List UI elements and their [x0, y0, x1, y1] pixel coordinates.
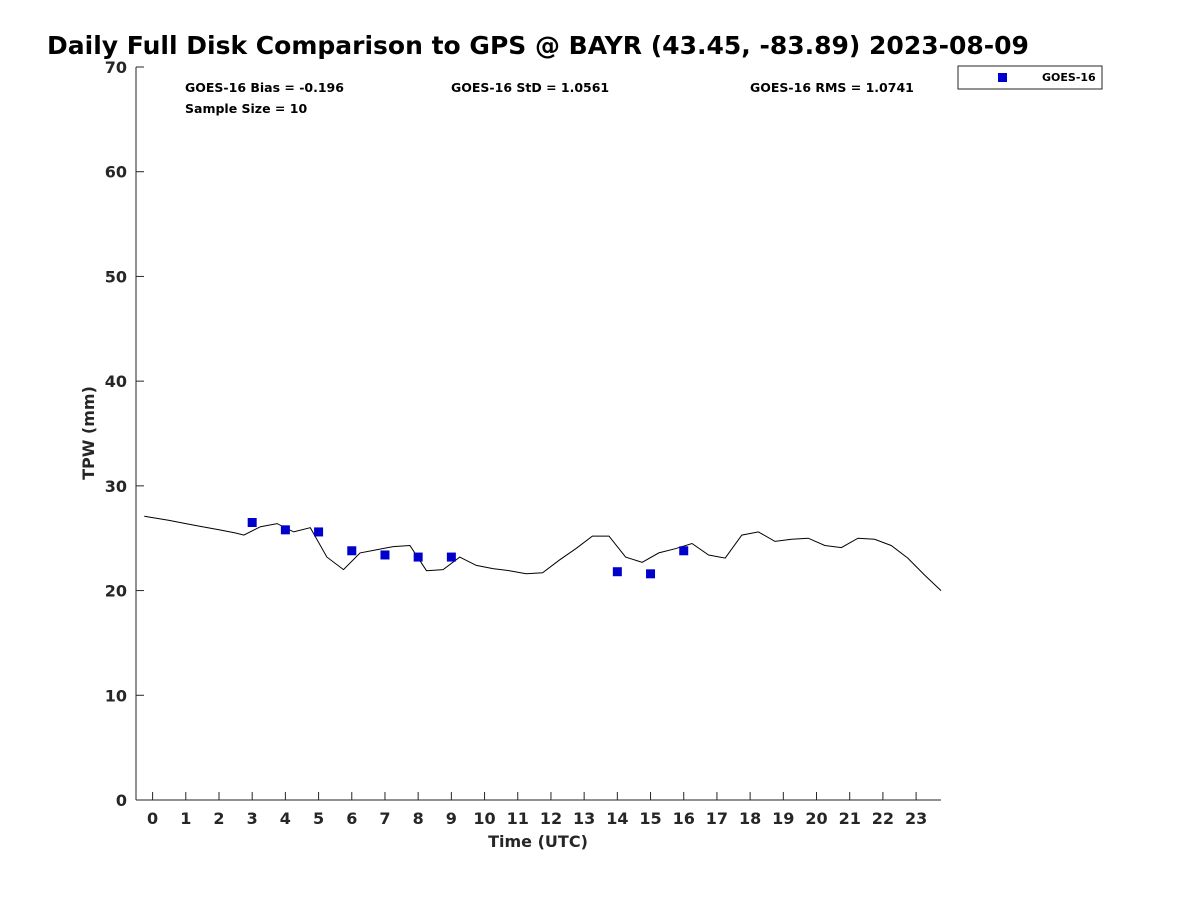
- y-tick-label: 40: [105, 372, 127, 391]
- goes16-point: [413, 552, 423, 562]
- x-tick-label: 21: [839, 809, 861, 828]
- goes16-point: [612, 567, 622, 577]
- goes16-point: [280, 525, 290, 535]
- x-tick-label: 15: [639, 809, 661, 828]
- x-axis-ticks: 0 1 2 3 4 5 6 7 8 9 10 11 12 13 14 15 16 17 18 19 20 21 22 23: [147, 792, 927, 828]
- x-tick-label: 5: [313, 809, 324, 828]
- y-tick-label: 50: [105, 267, 127, 286]
- goes16-point: [314, 527, 324, 537]
- y-axis-label: TPW (mm): [79, 386, 98, 480]
- bias-stat: GOES-16 Bias = -0.196: [185, 80, 344, 95]
- legend-marker-goes16: [998, 73, 1007, 82]
- x-tick-label: 14: [606, 809, 628, 828]
- gps-tpw-line: [144, 515, 942, 591]
- y-tick-label: 0: [116, 791, 127, 810]
- x-tick-label: 9: [446, 809, 457, 828]
- x-tick-label: 3: [247, 809, 258, 828]
- legend-box: [957, 65, 1103, 90]
- gps-tpw-line-path: [144, 515, 942, 591]
- goes16-point: [446, 552, 456, 562]
- x-tick-label: 1: [180, 809, 191, 828]
- x-tick-label: 12: [540, 809, 562, 828]
- x-axis-label: Time (UTC): [488, 832, 588, 851]
- x-tick-label: 22: [872, 809, 894, 828]
- x-tick-label: 19: [772, 809, 794, 828]
- x-tick-label: 6: [346, 809, 357, 828]
- x-tick-label: 13: [573, 809, 595, 828]
- x-tick-label: 17: [706, 809, 728, 828]
- x-tick-label: 8: [413, 809, 424, 828]
- x-tick-label: 18: [739, 809, 761, 828]
- x-tick-label: 4: [280, 809, 291, 828]
- x-tick-label: 7: [379, 809, 390, 828]
- goes16-point: [247, 518, 257, 528]
- goes16-point: [679, 546, 689, 556]
- y-axis-ticks: 0 10 20 30 40 50 60 70: [105, 58, 144, 810]
- y-tick-label: 10: [105, 686, 127, 705]
- y-tick-label: 20: [105, 582, 127, 601]
- chart-title: Daily Full Disk Comparison to GPS @ BAYR…: [47, 31, 1029, 60]
- x-tick-label: 20: [805, 809, 827, 828]
- sample-size-stat: Sample Size = 10: [185, 101, 307, 116]
- legend-label-goes16: GOES-16: [1042, 71, 1096, 84]
- legend: GOES-16: [957, 65, 1103, 90]
- y-tick-label: 30: [105, 477, 127, 496]
- y-tick-label: 70: [105, 58, 127, 77]
- x-tick-label: 0: [147, 809, 158, 828]
- goes16-point: [347, 546, 357, 556]
- x-tick-label: 16: [673, 809, 695, 828]
- y-tick-label: 60: [105, 163, 127, 182]
- stats-annotations: GOES-16 Bias = -0.196 GOES-16 StD = 1.05…: [185, 80, 914, 116]
- goes16-points: [247, 518, 689, 579]
- x-tick-label: 2: [213, 809, 224, 828]
- goes16-point: [646, 569, 656, 579]
- goes16-point: [380, 550, 390, 560]
- x-tick-label: 11: [507, 809, 529, 828]
- std-stat: GOES-16 StD = 1.0561: [451, 80, 609, 95]
- rms-stat: GOES-16 RMS = 1.0741: [750, 80, 914, 95]
- x-tick-label: 23: [905, 809, 927, 828]
- x-tick-label: 10: [473, 809, 495, 828]
